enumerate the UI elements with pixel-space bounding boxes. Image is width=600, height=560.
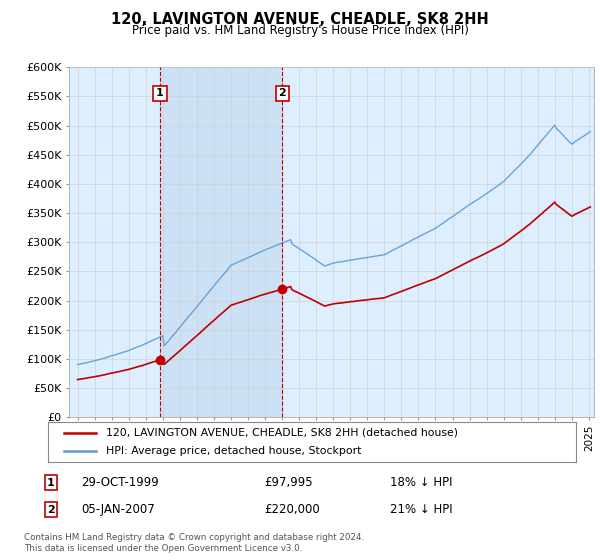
Bar: [160, 67, 283, 417]
Text: 120, LAVINGTON AVENUE, CHEADLE, SK8 2HH: 120, LAVINGTON AVENUE, CHEADLE, SK8 2HH: [111, 12, 489, 27]
Text: 21% ↓ HPI: 21% ↓ HPI: [390, 503, 452, 516]
Text: 29-OCT-1999: 29-OCT-1999: [81, 476, 159, 489]
Text: 2: 2: [278, 88, 286, 99]
Text: Contains HM Land Registry data © Crown copyright and database right 2024.
This d: Contains HM Land Registry data © Crown c…: [24, 533, 364, 553]
Text: 18% ↓ HPI: 18% ↓ HPI: [390, 476, 452, 489]
Text: £220,000: £220,000: [264, 503, 320, 516]
Text: 1: 1: [47, 478, 55, 488]
Text: HPI: Average price, detached house, Stockport: HPI: Average price, detached house, Stoc…: [106, 446, 361, 456]
Text: Price paid vs. HM Land Registry's House Price Index (HPI): Price paid vs. HM Land Registry's House …: [131, 24, 469, 36]
Text: 05-JAN-2007: 05-JAN-2007: [81, 503, 155, 516]
Text: 1: 1: [156, 88, 164, 99]
Text: 2: 2: [47, 505, 55, 515]
Text: 120, LAVINGTON AVENUE, CHEADLE, SK8 2HH (detached house): 120, LAVINGTON AVENUE, CHEADLE, SK8 2HH …: [106, 428, 458, 437]
Text: £97,995: £97,995: [264, 476, 313, 489]
